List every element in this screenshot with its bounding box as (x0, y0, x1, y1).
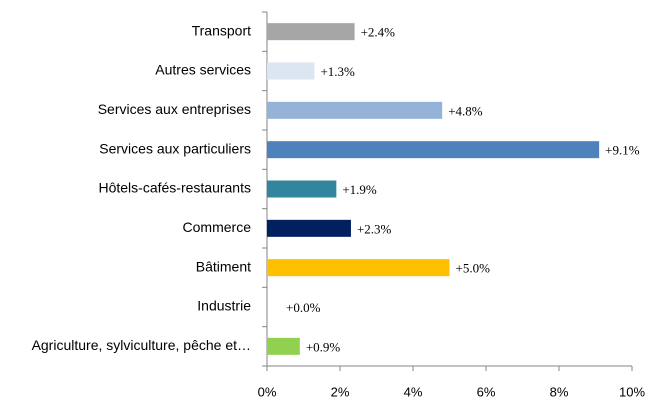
y-tick-label: Bâtiment (196, 258, 251, 274)
y-tick-label: Services aux entreprises (98, 101, 251, 117)
y-tick-label: Industrie (197, 298, 251, 314)
x-tick-label: 4% (404, 384, 423, 399)
bar (267, 219, 351, 237)
bar (267, 23, 355, 41)
value-label: +1.9% (342, 182, 377, 197)
value-label: +9.1% (605, 143, 640, 158)
x-tick-label: 8% (550, 384, 569, 399)
bar (267, 62, 315, 80)
y-tick-label: Autres services (155, 62, 251, 78)
bar (267, 337, 300, 355)
x-tick-label: 10% (619, 384, 645, 399)
value-label: +5.0% (456, 261, 491, 276)
bar (267, 101, 443, 119)
bar (267, 180, 337, 198)
y-tick-label: Transport (192, 22, 252, 38)
y-tick-label: Agriculture, sylviculture, pêche et… (32, 337, 251, 353)
x-tick-label: 2% (331, 384, 350, 399)
x-tick-label: 0% (258, 384, 277, 399)
value-label: +2.4% (361, 25, 396, 40)
value-label: +0.0% (286, 300, 321, 315)
bar (267, 259, 450, 277)
bar (267, 141, 600, 159)
value-label: +4.8% (448, 103, 483, 118)
value-label: +1.3% (320, 64, 355, 79)
value-label: +0.9% (306, 339, 341, 354)
y-tick-label: Services aux particuliers (99, 140, 251, 156)
y-tick-label: Commerce (183, 219, 252, 235)
x-tick-label: 6% (477, 384, 496, 399)
value-label: +2.3% (357, 221, 392, 236)
y-tick-label: Hôtels-cafés-restaurants (98, 180, 251, 196)
